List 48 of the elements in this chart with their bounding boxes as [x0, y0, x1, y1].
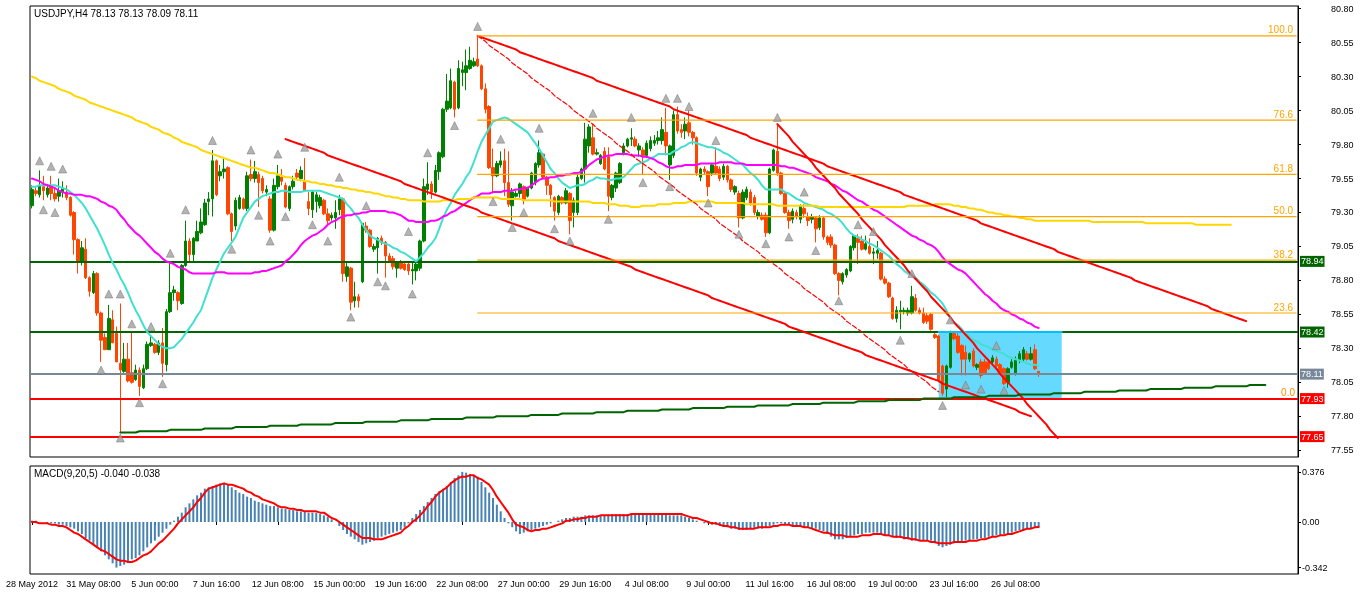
ref-line-label: 78.11 — [1301, 369, 1323, 380]
x-tick-label: 31 May 08:00 — [66, 578, 121, 589]
x-tick-label: 19 Jul 00:00 — [868, 578, 918, 589]
y-tick-label: -0.342 — [1302, 562, 1328, 573]
x-tick-label: 15 Jun 00:00 — [313, 578, 366, 589]
x-tick-label: 11 Jul 16:00 — [745, 578, 794, 589]
chart-title: MACD(9,20,5) -0.040 -0.038 — [34, 467, 161, 479]
y-tick-label: 77.80 — [1331, 411, 1354, 422]
x-tick-label: 19 Jun 16:00 — [374, 578, 427, 589]
y-tick-label: 78.05 — [1331, 377, 1354, 388]
y-tick-label: 79.80 — [1331, 139, 1354, 150]
x-tick-label: 9 Jul 00:00 — [686, 578, 731, 589]
x-tick-label: 23 Jul 16:00 — [929, 578, 979, 589]
x-tick-label: 27 Jun 00:00 — [497, 578, 550, 589]
x-tick-label: 4 Jul 08:00 — [624, 578, 669, 589]
y-tick-label: 78.30 — [1331, 343, 1354, 354]
y-tick-label: 79.55 — [1331, 173, 1354, 184]
y-tick-label: 80.30 — [1331, 71, 1354, 82]
y-tick-label: 80.55 — [1331, 37, 1354, 48]
chart-title: USDJPY,H4 78.13 78.13 78.09 78.11 — [34, 7, 199, 19]
x-tick-label: 28 May 2012 — [5, 578, 58, 589]
y-tick-label: 79.05 — [1331, 241, 1354, 252]
y-tick-label: 80.80 — [1331, 3, 1354, 14]
x-tick-label: 29 Jun 16:00 — [559, 578, 612, 589]
y-tick-label: 79.30 — [1331, 207, 1354, 218]
series-label: 50.0 — [1273, 205, 1294, 217]
x-tick-label: 12 Jun 08:00 — [251, 578, 304, 589]
x-tick-label: 5 Jun 00:00 — [131, 578, 179, 589]
x-tick-label: 26 Jul 08:00 — [991, 578, 1041, 589]
x-tick-label: 7 Jun 16:00 — [192, 578, 240, 589]
y-tick-label: 0.376 — [1302, 466, 1325, 477]
x-tick-label: 22 Jun 08:00 — [436, 578, 489, 589]
y-tick-label: 78.80 — [1331, 275, 1354, 286]
series-label: 76.6 — [1273, 108, 1294, 120]
ref-line-label: 77.65 — [1301, 431, 1324, 442]
series-label: 61.8 — [1273, 162, 1294, 174]
ref-line-label: 78.94 — [1301, 256, 1324, 267]
y-tick-label: 78.55 — [1331, 309, 1354, 320]
y-tick-label: 80.05 — [1331, 105, 1354, 116]
annotation: 0.0 — [1281, 387, 1296, 399]
series-label: 100.0 — [1268, 24, 1294, 36]
series-label: 23.6 — [1273, 301, 1294, 313]
ref-line-label: 77.93 — [1301, 393, 1324, 404]
y-tick-label: 0.00 — [1302, 517, 1320, 527]
y-tick-label: 77.55 — [1331, 445, 1354, 456]
ref-line-label: 78.42 — [1301, 327, 1324, 338]
x-tick-label: 16 Jul 08:00 — [806, 578, 856, 589]
series-label: 38.2 — [1273, 248, 1294, 260]
